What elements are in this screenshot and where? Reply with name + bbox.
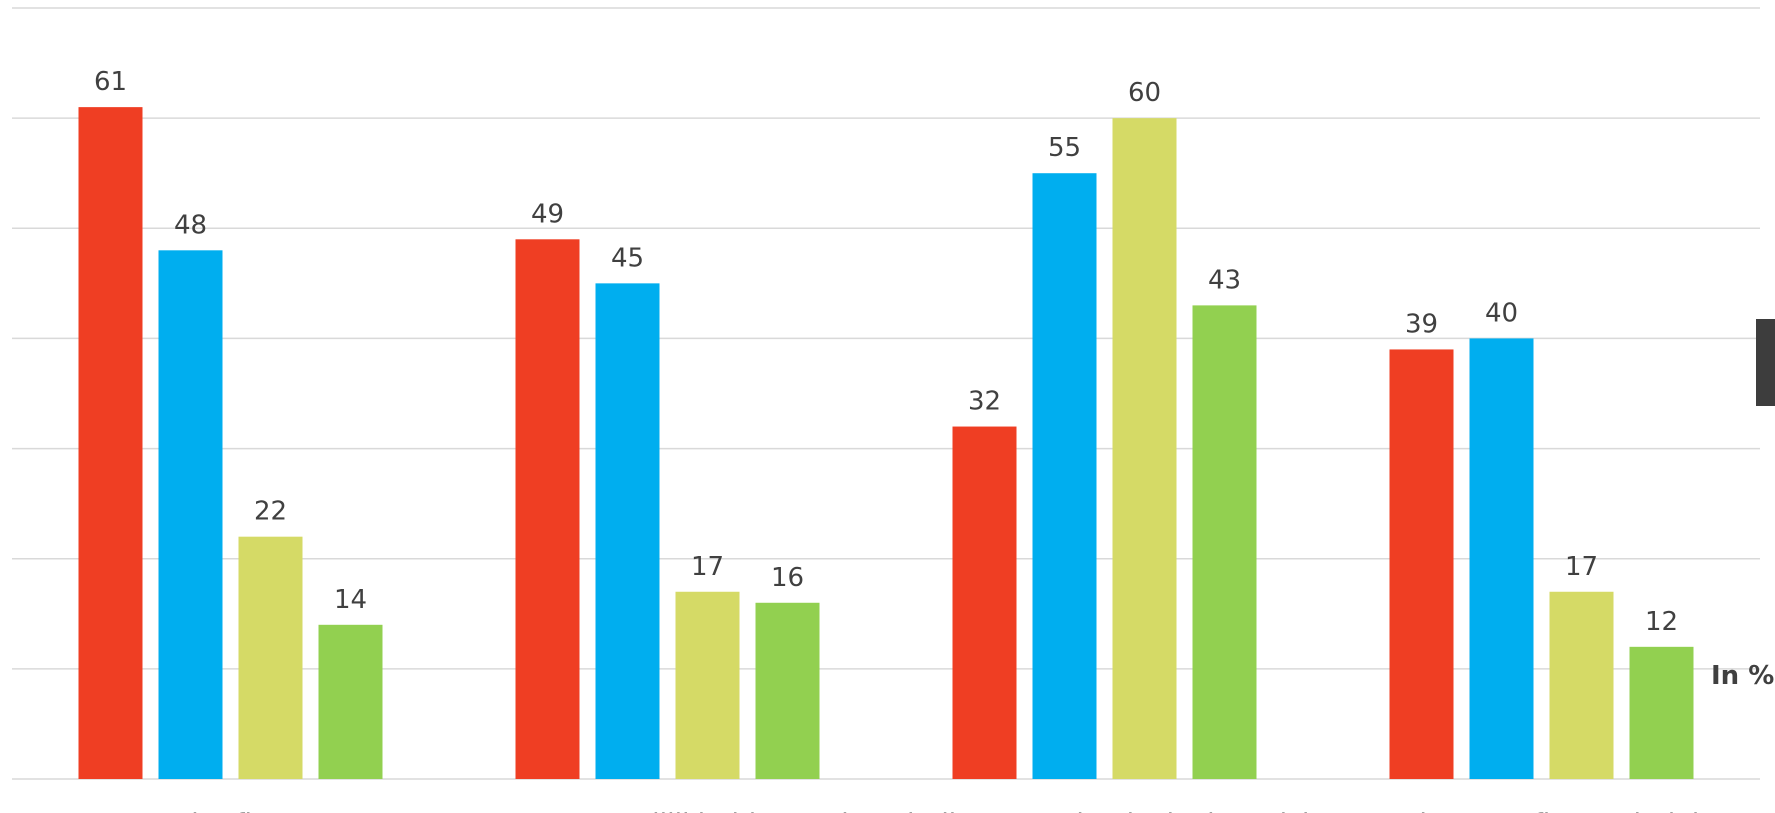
legend-chip — [1756, 319, 1775, 406]
value-label: 48 — [174, 210, 207, 240]
value-label: 39 — [1405, 309, 1438, 339]
unit-label: In % — [1711, 661, 1775, 691]
bar — [78, 107, 143, 780]
value-label: 32 — [968, 387, 1001, 417]
value-label: 12 — [1645, 607, 1678, 637]
value-label: 16 — [771, 563, 804, 593]
bar — [595, 283, 660, 779]
value-label: 17 — [1565, 552, 1598, 582]
category-label: Hogere moeilijkheidsgraad — [486, 809, 848, 813]
category-label: Eindbestemming is doel op zich — [890, 809, 1319, 813]
bar — [1469, 338, 1534, 779]
bar — [1629, 646, 1694, 779]
bar — [158, 250, 223, 780]
bar — [1032, 173, 1097, 779]
value-label: 43 — [1208, 265, 1241, 295]
bar — [1112, 118, 1177, 779]
bar — [238, 536, 303, 779]
value-label: 55 — [1048, 133, 1081, 163]
value-label: 60 — [1128, 78, 1161, 108]
bar — [515, 239, 580, 780]
bar — [755, 602, 820, 779]
bar — [675, 591, 740, 779]
value-label: 61 — [94, 67, 127, 97]
value-label: 40 — [1485, 298, 1518, 328]
value-label: 22 — [254, 497, 287, 527]
category-label: Harder fietsen — [134, 809, 327, 813]
bar — [318, 624, 383, 779]
value-label: 45 — [611, 243, 644, 273]
category-labels: Harder fietsen Hogere moeilijkheidsgraad E… — [134, 809, 1708, 813]
bar — [1549, 591, 1614, 779]
bar — [952, 426, 1017, 779]
value-label: 14 — [334, 585, 367, 615]
gridlines — [12, 7, 1760, 780]
value-label: 49 — [531, 199, 564, 229]
bar — [1389, 349, 1454, 779]
value-labels: 61 48 22 14 49 45 17 16 32 55 60 43 39 40 17 12 — [94, 67, 1678, 637]
bar — [1192, 305, 1257, 779]
value-label: 17 — [691, 552, 724, 582]
category-label: Verbeteren fietstechniek — [1375, 809, 1707, 813]
bars — [78, 107, 1694, 780]
